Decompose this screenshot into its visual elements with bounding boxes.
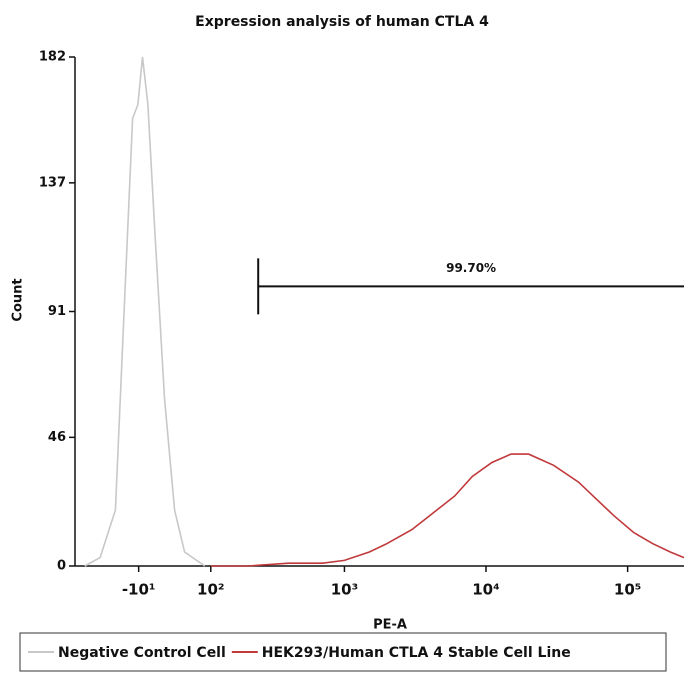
x-tick-label: 10² bbox=[197, 581, 224, 599]
chart-title: Expression analysis of human CTLA 4 bbox=[195, 14, 489, 30]
y-tick-label: 137 bbox=[39, 175, 66, 190]
x-tick-label: 10⁴ bbox=[472, 581, 499, 599]
series-line bbox=[84, 56, 206, 567]
legend-label: Negative Control Cell bbox=[58, 645, 226, 661]
x-axis-label: PE-A bbox=[373, 618, 407, 633]
legend-label: HEK293/Human CTLA 4 Stable Cell Line bbox=[262, 645, 571, 661]
x-tick-label: 10³ bbox=[331, 581, 358, 599]
y-tick-label: 182 bbox=[39, 50, 66, 65]
y-tick-label: 91 bbox=[48, 304, 66, 319]
x-tick-label: 10⁵ bbox=[614, 581, 641, 599]
y-tick-label: 0 bbox=[57, 559, 66, 574]
y-axis-label: Count bbox=[11, 278, 26, 321]
y-tick-label: 46 bbox=[48, 430, 66, 445]
series-line bbox=[210, 453, 684, 567]
gate-label: 99.70% bbox=[446, 261, 496, 275]
x-tick-label: -10¹ bbox=[122, 581, 156, 599]
legend-box bbox=[19, 632, 667, 672]
